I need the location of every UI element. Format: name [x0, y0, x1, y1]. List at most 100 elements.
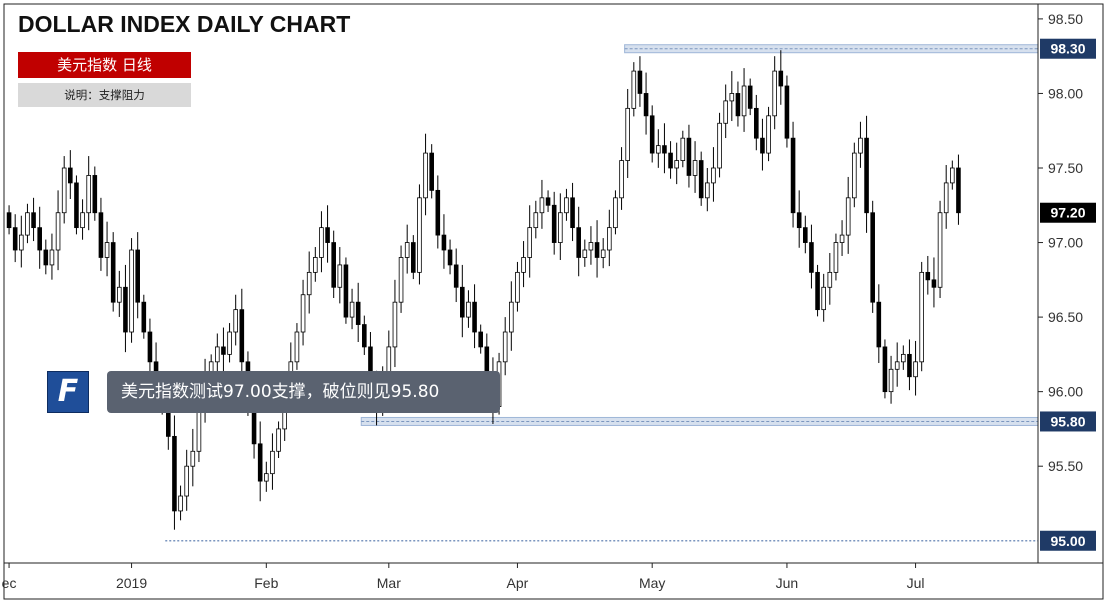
candle: [325, 205, 330, 263]
candle: [637, 56, 643, 107]
x-tick-label: Mar: [377, 575, 401, 591]
candle: [43, 239, 49, 275]
candle: [919, 261, 924, 372]
candle: [447, 239, 453, 275]
candle: [294, 323, 300, 370]
candle: [778, 50, 784, 105]
candle: [264, 461, 269, 492]
candle: [429, 144, 434, 199]
candle: [705, 168, 710, 212]
candle: [502, 317, 508, 376]
candle: [876, 284, 882, 364]
candle: [754, 94, 759, 151]
annotation-banner: 美元指数测试97.00支撑，破位则见95.80: [107, 371, 500, 413]
candle: [398, 245, 404, 313]
candle: [833, 233, 839, 281]
candle: [772, 56, 777, 130]
candle: [343, 257, 349, 324]
candle: [411, 235, 416, 280]
candle: [692, 141, 698, 193]
candle: [852, 142, 857, 208]
candle: [533, 200, 539, 239]
candle: [233, 294, 238, 346]
candle: [582, 239, 588, 267]
x-tick-label: Jul: [907, 575, 925, 591]
candle: [349, 288, 355, 330]
candle: [270, 433, 275, 490]
level-tag-label-resistance: 98.30: [1050, 41, 1085, 57]
candle: [600, 238, 606, 269]
candle: [631, 62, 637, 117]
candle: [55, 190, 61, 271]
candle: [950, 160, 955, 190]
candle: [98, 197, 104, 271]
candle: [80, 199, 85, 240]
candle: [815, 264, 820, 317]
candle: [729, 71, 735, 122]
x-tick-label: Feb: [254, 575, 278, 591]
x-tick-label: ec: [2, 575, 17, 591]
level-tag-resistance: [1040, 38, 1096, 59]
candle: [417, 184, 422, 285]
candle: [931, 257, 937, 308]
candle: [147, 318, 153, 374]
note-badge: 说明：支撑阻力: [18, 83, 191, 107]
candle: [276, 421, 281, 458]
candle: [698, 151, 704, 206]
candle: [821, 273, 826, 322]
candle: [362, 315, 367, 355]
candle: [478, 324, 483, 354]
candle: [49, 233, 55, 280]
candle: [306, 251, 312, 314]
candle: [441, 214, 447, 269]
candle: [190, 428, 196, 487]
candle: [649, 105, 655, 163]
y-tick-label: 97.00: [1048, 235, 1083, 251]
candle: [564, 188, 569, 221]
candle: [576, 206, 581, 277]
candle: [215, 333, 220, 374]
candle: [943, 165, 949, 229]
candle: [594, 220, 600, 278]
y-tick-label: 96.00: [1048, 384, 1083, 400]
candle: [839, 220, 845, 256]
candle: [809, 224, 814, 289]
candle: [141, 294, 147, 339]
level-tag-label-target: 95.00: [1050, 533, 1085, 549]
candle: [178, 485, 183, 521]
candle: [735, 81, 741, 127]
candle: [888, 355, 894, 404]
candle: [668, 141, 673, 179]
candle: [453, 248, 459, 303]
candle: [925, 255, 931, 295]
candle: [643, 72, 649, 135]
candle: [466, 290, 471, 328]
candle: [686, 124, 692, 188]
y-tick-label: 95.50: [1048, 458, 1083, 474]
candle: [392, 279, 398, 368]
candle: [172, 415, 177, 530]
candle: [86, 156, 91, 231]
candle: [625, 88, 630, 178]
level-tag-support: [1040, 411, 1096, 432]
candle: [331, 230, 336, 299]
candle: [31, 197, 36, 242]
candle: [760, 118, 765, 171]
candle: [747, 78, 753, 116]
subtitle-badge: 美元指数 日线: [18, 52, 191, 78]
x-tick-label: May: [639, 575, 665, 591]
candle: [313, 247, 318, 282]
candle: [827, 252, 833, 305]
candle: [37, 206, 42, 269]
candle: [901, 345, 906, 370]
x-tick-label: 2019: [116, 575, 147, 591]
candle: [460, 264, 465, 338]
candle: [545, 190, 551, 212]
candle: [300, 279, 306, 346]
candle: [515, 261, 520, 312]
current-price-label: 97.20: [1050, 205, 1085, 221]
candle: [521, 241, 526, 288]
candle: [110, 232, 116, 312]
